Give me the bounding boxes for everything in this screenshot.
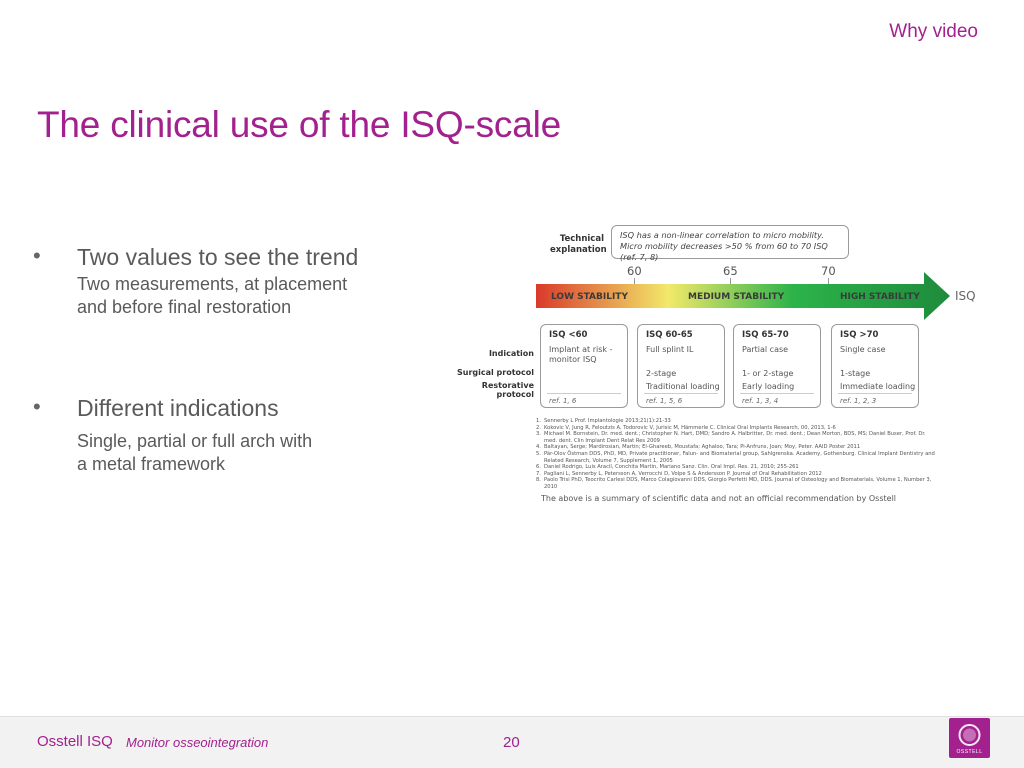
isq-column-below-60: ISQ <60 Implant at risk - monitor ISQ re… — [540, 324, 628, 408]
bullet-list: • Two values to see the trend Two measur… — [33, 243, 413, 476]
reference-item: 7. Pagliani L, Sennerby L, Petersson A, V… — [536, 470, 822, 477]
reference-text: Paolo Trisi PhD, Teocrito Carlesi DDS, M… — [544, 477, 932, 490]
reference-text: Pagliani L, Sennerby L, Petersson A, Ver… — [544, 470, 822, 477]
column-reference: ref. 1, 5, 6 — [646, 397, 683, 405]
reference-text: Michael M. Bornstein, Dr. med. dent.; Ch… — [544, 431, 926, 444]
scale-tick-70: 70 — [821, 264, 836, 278]
reference-text: Kokovic V, Jung R, Feloutzis A, Todorovi… — [544, 424, 836, 431]
osstell-logo: OSSTELL — [949, 718, 990, 758]
section-label: Why video — [889, 21, 978, 42]
reference-item: 8. Paolo Trisi PhD, Teocrito Carlesi DDS,… — [536, 477, 932, 490]
scale-tick-60: 60 — [627, 264, 642, 278]
bullet-dot-icon: • — [33, 243, 41, 268]
reference-text: Pär-Olov Östman DDS, PhD, MD, Private pr… — [544, 450, 935, 464]
reference-item: 5. Pär-Olov Östman DDS, PhD, MD, Private … — [536, 450, 935, 464]
row-label-surgical: Surgical protocol — [456, 368, 534, 377]
technical-label-line: Technical — [559, 234, 604, 244]
callout-line: ISQ has a non-linear correlation to micr… — [620, 230, 824, 240]
column-surgical: 2-stage — [646, 369, 677, 378]
column-surgical: 1- or 2-stage — [742, 369, 794, 378]
reference-item: 2. Kokovic V, Jung R, Feloutzis A, Todoro… — [536, 424, 836, 431]
bullet-subtext-line: and before final restoration — [77, 297, 292, 317]
bullet-heading: Two values to see the trend — [77, 244, 359, 270]
reference-item: 4. Baltayan, Serge; Mardirosian, Martin; … — [536, 444, 861, 451]
reference-text: Sennerby L Prof. Implantologie 2013;21(1… — [544, 418, 671, 424]
reference-item: 3. Michael M. Bornstein, Dr. med. dent.; … — [536, 431, 926, 444]
disclaimer-text: The above is a summary of scientific dat… — [541, 494, 897, 503]
technical-callout-box: ISQ has a non-linear correlation to micr… — [611, 225, 849, 262]
row-label-restorative: Restorative protocol — [481, 381, 534, 399]
page-number: 20 — [503, 734, 520, 751]
slide-title: The clinical use of the ISQ-scale — [37, 104, 561, 145]
column-header: ISQ 65-70 — [742, 330, 789, 340]
callout-line: Micro mobility decreases >50 % from 60 t… — [620, 241, 828, 262]
column-indication: Partial case — [742, 345, 789, 354]
bullet-subtext: Single, partial or full arch with a meta… — [77, 430, 413, 476]
column-restorative: Traditional loading — [646, 382, 720, 391]
column-divider — [838, 393, 912, 394]
column-restorative: Immediate loading — [840, 382, 916, 391]
bullet-subtext-line: Two measurements, at placement — [77, 274, 348, 294]
column-divider — [740, 393, 814, 394]
column-header: ISQ 60-65 — [646, 330, 693, 340]
column-indication: Full splint IL — [646, 345, 694, 354]
reference-text: Daniel Rodrigo, Luis Aracil, Conchita Ma… — [544, 464, 799, 471]
bullet-heading: Different indications — [77, 395, 279, 421]
bullet-subtext: Two measurements, at placement and befor… — [77, 273, 413, 319]
logo-text: OSSTELL — [956, 749, 983, 755]
column-restorative: Early loading — [742, 382, 795, 391]
footer-brand: Osstell ISQ — [37, 733, 113, 750]
stability-gradient-arrow — [536, 272, 950, 320]
reference-list: 1. Sennerby L Prof. Implantologie 2013;21… — [536, 418, 936, 491]
reference-item: 1. Sennerby L Prof. Implantologie 2013;21… — [536, 418, 671, 424]
isq-column-60-65: ISQ 60-65 Full splint IL 2-stage Traditi… — [637, 324, 725, 408]
column-surgical: 1-stage — [840, 369, 871, 378]
bullet-indications: • Different indications Single, partial … — [33, 394, 413, 476]
reference-item: 6. Daniel Rodrigo, Luis Aracil, Conchita … — [536, 464, 799, 471]
isq-scale-figure: Technical explanation ISQ has a non-line… — [450, 218, 990, 518]
column-header: ISQ >70 — [840, 330, 879, 340]
column-divider — [644, 393, 718, 394]
column-indication: Single case — [840, 345, 886, 354]
footer-tagline: Monitor osseointegration — [126, 735, 269, 750]
technical-label-line: explanation — [550, 245, 607, 255]
isq-column-above-70: ISQ >70 Single case 1-stage Immediate lo… — [831, 324, 919, 408]
row-label-indication: Indication — [488, 349, 534, 358]
slide-footer: Osstell ISQ Monitor osseointegration 20 … — [0, 716, 1024, 768]
column-reference: ref. 1, 2, 3 — [840, 397, 877, 405]
bullet-subtext-line: a metal framework — [77, 454, 226, 474]
column-divider — [547, 393, 621, 394]
scale-tick-65: 65 — [723, 264, 738, 278]
column-reference: ref. 1, 6 — [549, 397, 577, 405]
scale-end-label: ISQ — [955, 289, 976, 303]
column-header: ISQ <60 — [549, 330, 588, 340]
high-stability-label: HIGH STABILITY — [840, 292, 920, 302]
bullet-trend: • Two values to see the trend Two measur… — [33, 243, 413, 319]
bullet-subtext-line: Single, partial or full arch with — [77, 431, 313, 451]
isq-column-65-70: ISQ 65-70 Partial case 1- or 2-stage Ear… — [733, 324, 821, 408]
low-stability-label: LOW STABILITY — [551, 292, 628, 302]
column-indication: Implant at risk - monitor ISQ — [549, 345, 613, 364]
bullet-dot-icon: • — [33, 394, 41, 419]
column-reference: ref. 1, 3, 4 — [742, 397, 779, 405]
reference-text: Baltayan, Serge; Mardirosian, Martin; El… — [544, 444, 861, 451]
medium-stability-label: MEDIUM STABILITY — [688, 292, 785, 302]
logo-ring-icon — [958, 724, 981, 746]
technical-explanation-label: Technical explanation — [550, 234, 607, 256]
